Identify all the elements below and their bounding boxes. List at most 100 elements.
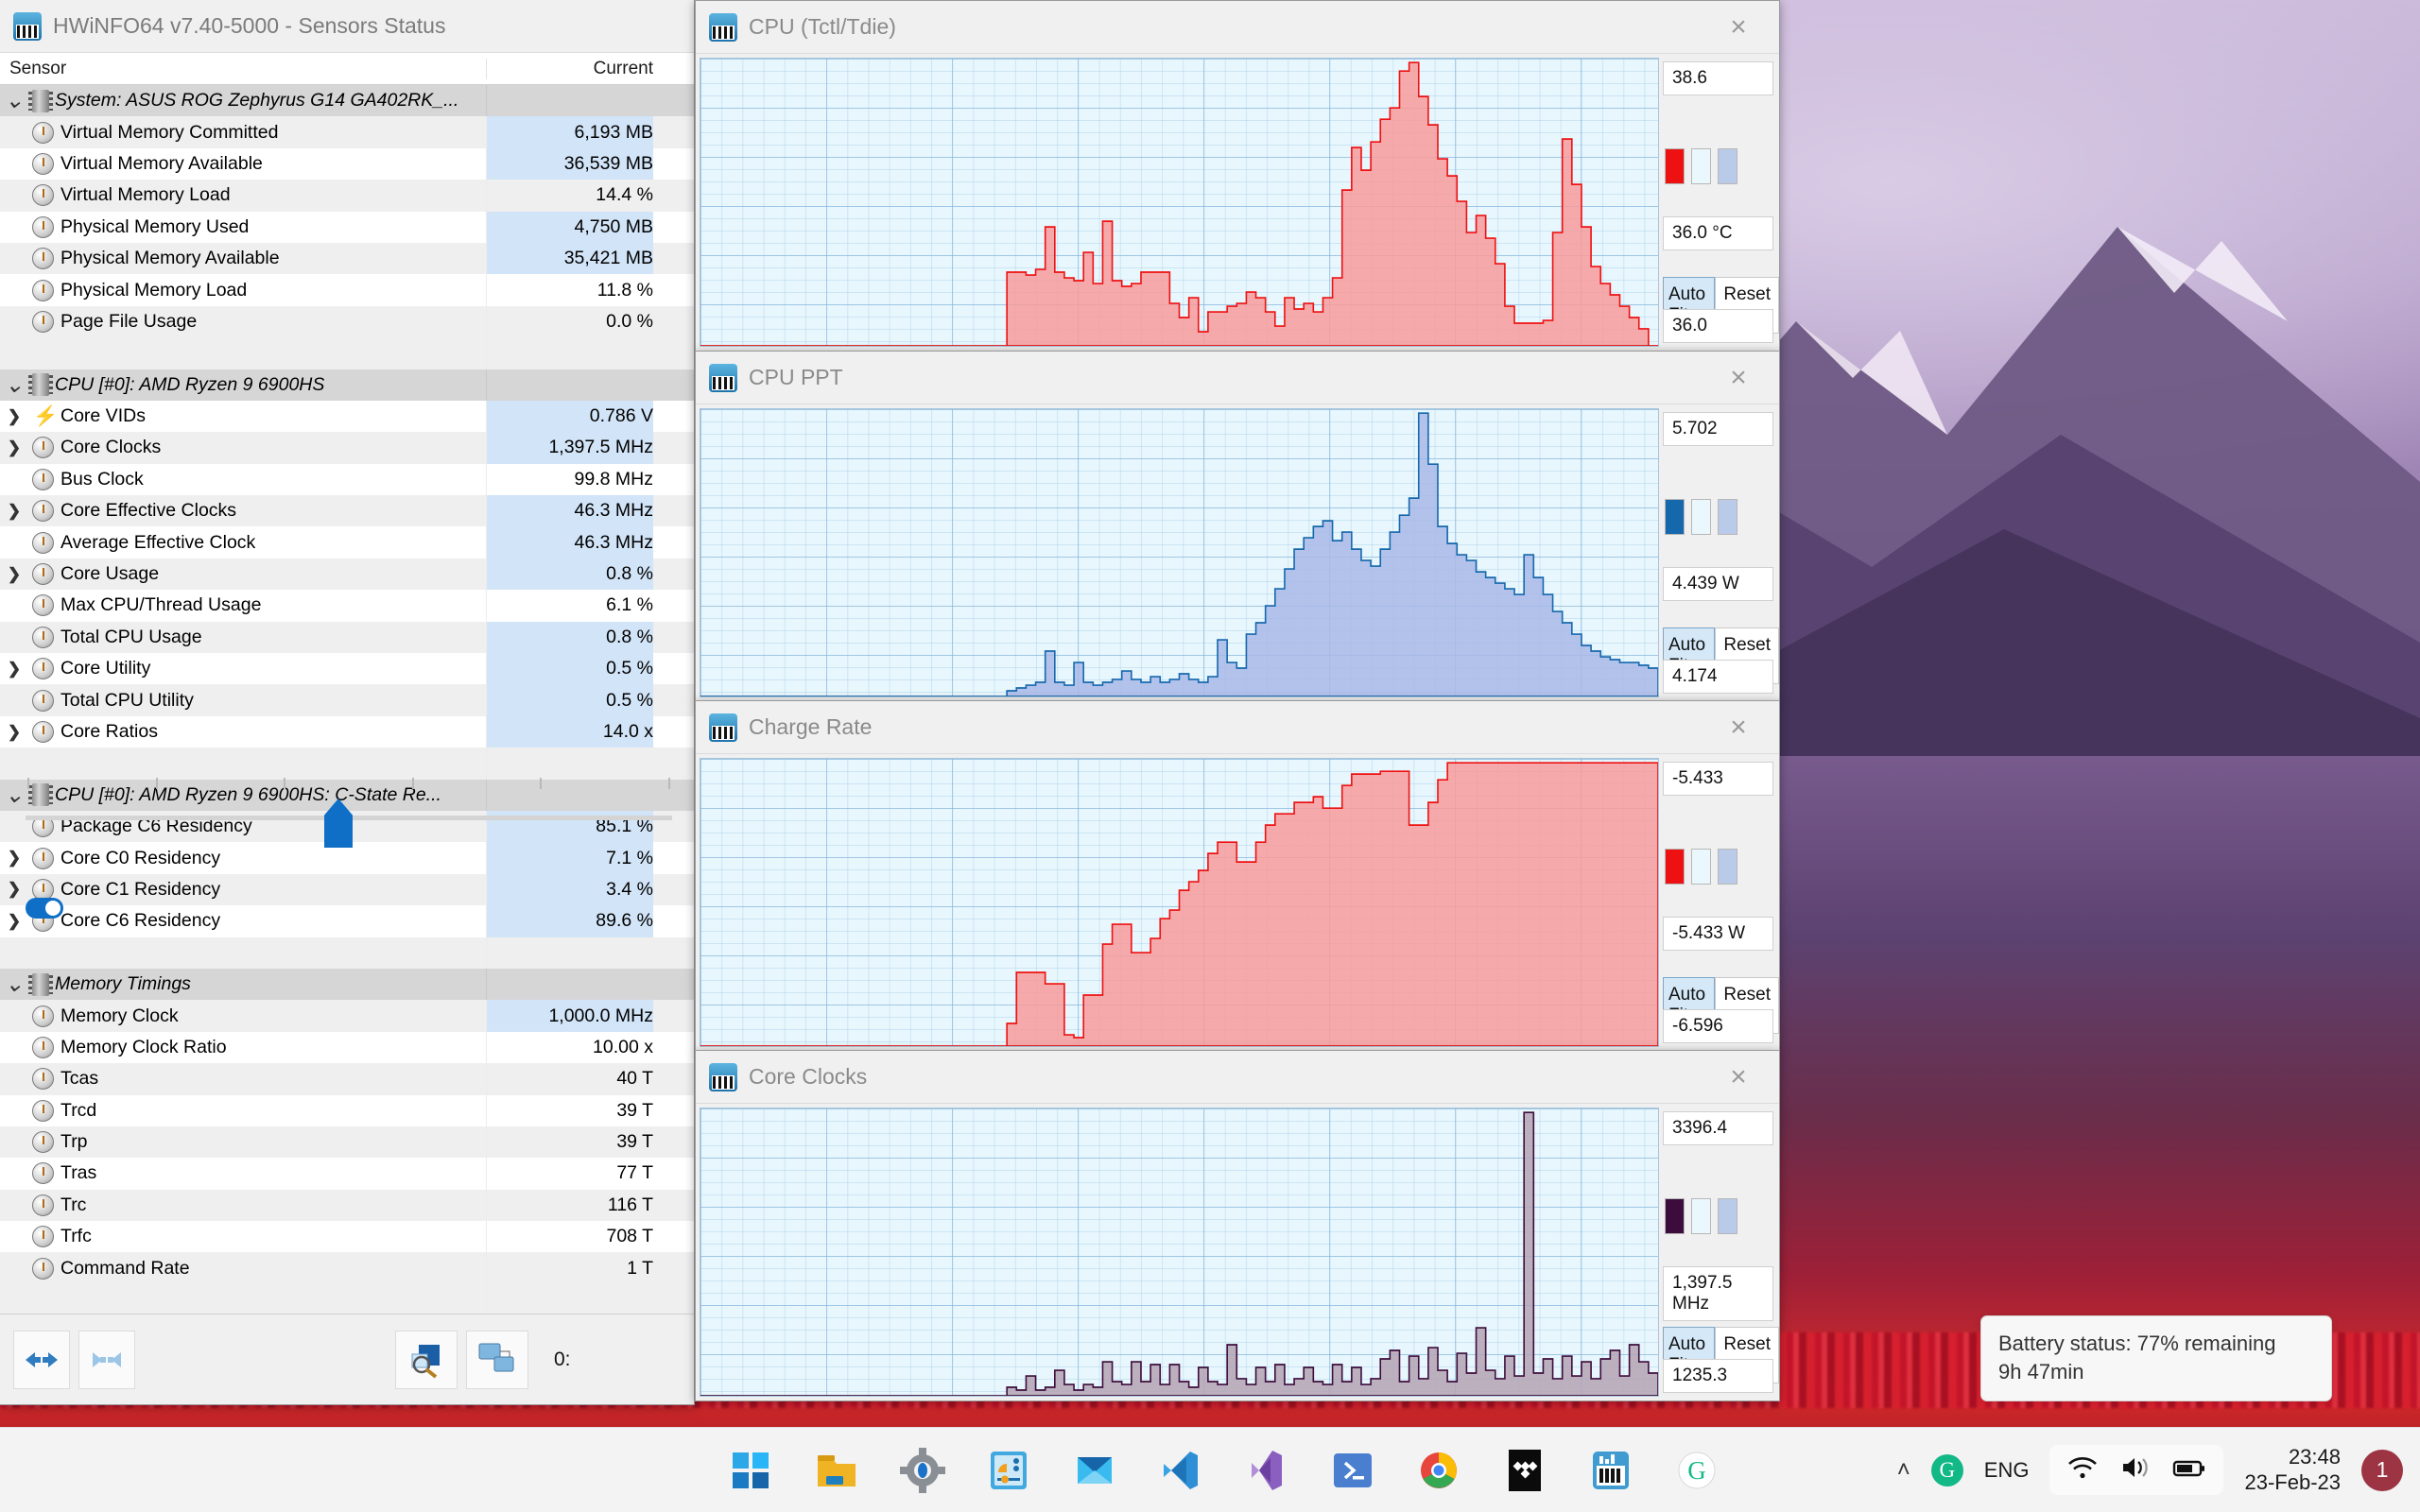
close-icon[interactable]: × <box>1730 1060 1747 1092</box>
quick-settings-group[interactable] <box>2049 1445 2224 1495</box>
swatch-grid-color[interactable] <box>1718 849 1737 885</box>
sensor-row[interactable]: Virtual Memory Available 36,539 MB <box>0 147 694 180</box>
hwinfo-toolbar[interactable]: 0: <box>0 1314 694 1404</box>
sensor-row[interactable]: Virtual Memory Load 14.4 % <box>0 180 694 212</box>
sensor-row[interactable]: Core C1 Residency 3.4 % <box>0 873 694 906</box>
sensor-row[interactable]: Total CPU Utility 0.5 % <box>0 684 694 716</box>
armoury-crate-icon[interactable] <box>986 1448 1031 1493</box>
settings-icon[interactable] <box>900 1447 945 1493</box>
swatch-grid-color[interactable] <box>1718 1198 1737 1234</box>
graph-plot-area[interactable] <box>700 1108 1659 1397</box>
chevron-right-icon[interactable] <box>0 565 28 584</box>
start-icon[interactable] <box>728 1448 773 1493</box>
taskbar-clock[interactable]: 23:48 23-Feb-23 <box>2244 1445 2341 1496</box>
swatch-line-color[interactable] <box>1665 499 1685 535</box>
hwinfo-icon[interactable] <box>1588 1448 1634 1493</box>
chevron-right-icon[interactable] <box>0 912 28 931</box>
swatch-line-color[interactable] <box>1665 849 1685 885</box>
sensor-group-row[interactable]: CPU [#0]: AMD Ryzen 9 6900HS: C-State Re… <box>0 779 694 811</box>
run-on-startup-toggle[interactable] <box>26 898 63 919</box>
file-explorer-icon[interactable] <box>814 1448 859 1493</box>
chevron-down-icon[interactable] <box>0 782 28 809</box>
visual-studio-icon[interactable] <box>1244 1448 1289 1493</box>
collapse-all-button[interactable] <box>78 1330 135 1389</box>
chevron-down-icon[interactable] <box>0 371 28 399</box>
graph-plot-area[interactable] <box>700 58 1659 347</box>
wifi-icon[interactable] <box>2066 1454 2099 1486</box>
sensor-row[interactable]: Memory Clock Ratio 10.00 x <box>0 1031 694 1064</box>
close-icon[interactable]: × <box>1730 361 1747 393</box>
sensor-group-row[interactable]: Memory Timings <box>0 968 694 1001</box>
sensor-row[interactable]: Tras 77 T <box>0 1158 694 1190</box>
sensor-row[interactable]: Trc 116 T <box>0 1189 694 1222</box>
sensor-row[interactable]: Average Effective Clock 46.3 MHz <box>0 526 694 558</box>
graph-color-swatches[interactable] <box>1665 1198 1737 1234</box>
sensor-row[interactable]: Tcas 40 T <box>0 1063 694 1095</box>
expand-collapse-button[interactable] <box>13 1330 70 1389</box>
sensor-group-row[interactable]: System: ASUS ROG Zephyrus G14 GA402RK_..… <box>0 85 694 117</box>
chevron-down-icon[interactable] <box>0 87 28 114</box>
swatch-grid-color[interactable] <box>1718 499 1737 535</box>
taskbar[interactable]: G ˄ G ENG 23:48 23-Feb-23 1 <box>0 1427 2420 1512</box>
swatch-background-color[interactable] <box>1691 1198 1711 1234</box>
sensor-row[interactable]: Core Ratios 14.0 x <box>0 715 694 748</box>
chevron-down-icon[interactable] <box>0 971 28 998</box>
language-indicator[interactable]: ENG <box>1983 1457 2030 1482</box>
column-header-sensor[interactable]: Sensor <box>0 58 488 79</box>
mail-icon[interactable] <box>1072 1448 1117 1493</box>
graph-plot-area[interactable] <box>700 408 1659 697</box>
snapshot-button[interactable] <box>395 1330 458 1389</box>
chevron-right-icon[interactable] <box>0 407 28 426</box>
graph-titlebar[interactable]: Charge Rate × <box>696 701 1779 754</box>
graph-titlebar[interactable]: CPU PPT × <box>696 352 1779 404</box>
sensor-row[interactable]: Core Clocks 1,397.5 MHz <box>0 432 694 464</box>
chevron-right-icon[interactable] <box>0 438 28 457</box>
sensor-row[interactable]: Core Effective Clocks 46.3 MHz <box>0 495 694 527</box>
volume-icon[interactable] <box>2119 1454 2152 1486</box>
sensor-row[interactable]: Page File Usage 0.0 % <box>0 305 694 338</box>
sensor-row[interactable]: Core C6 Residency 89.6 % <box>0 905 694 937</box>
chevron-right-icon[interactable] <box>0 660 28 679</box>
notification-badge[interactable]: 1 <box>2361 1449 2403 1491</box>
sensor-row[interactable]: Max CPU/Thread Usage 6.1 % <box>0 590 694 622</box>
tray-ghelper-icon[interactable]: G <box>1930 1453 1963 1486</box>
chevron-right-icon[interactable] <box>0 502 28 521</box>
close-icon[interactable]: × <box>1730 711 1747 743</box>
swatch-background-color[interactable] <box>1691 499 1711 535</box>
remote-monitor-button[interactable] <box>466 1330 528 1389</box>
graph-plot-area[interactable] <box>700 758 1659 1047</box>
tray-overflow-icon[interactable]: ˄ <box>1896 1456 1910 1483</box>
powershell-icon[interactable] <box>1330 1448 1375 1493</box>
graph-titlebar[interactable]: CPU (Tctl/Tdie) × <box>696 1 1779 54</box>
swatch-line-color[interactable] <box>1665 148 1685 184</box>
battery-charge-limit-slider[interactable] <box>26 778 672 865</box>
slider-thumb[interactable] <box>324 799 353 848</box>
chevron-right-icon[interactable] <box>0 849 28 868</box>
graph-color-swatches[interactable] <box>1665 849 1737 885</box>
swatch-background-color[interactable] <box>1691 148 1711 184</box>
graph-titlebar[interactable]: Core Clocks × <box>696 1051 1779 1104</box>
sensor-row[interactable]: Memory Clock 1,000.0 MHz <box>0 1000 694 1032</box>
sensor-row[interactable]: Core Utility 0.5 % <box>0 653 694 685</box>
sensor-row[interactable]: Trp 39 T <box>0 1125 694 1159</box>
hwinfo-window[interactable]: HWiNFO64 v7.40-5000 - Sensors Status Sen… <box>0 0 695 1405</box>
sensor-table[interactable]: System: ASUS ROG Zephyrus G14 GA402RK_..… <box>0 85 694 1349</box>
sensor-row[interactable]: Physical Memory Available 35,421 MB <box>0 242 694 275</box>
chrome-icon[interactable] <box>1416 1448 1461 1493</box>
graph-color-swatches[interactable] <box>1665 499 1737 535</box>
sensor-row[interactable]: Virtual Memory Committed 6,193 MB <box>0 116 694 148</box>
sensor-row[interactable]: Physical Memory Used 4,750 MB <box>0 211 694 243</box>
swatch-background-color[interactable] <box>1691 849 1711 885</box>
close-icon[interactable]: × <box>1730 10 1747 43</box>
chevron-right-icon[interactable] <box>0 723 28 742</box>
sensor-row[interactable]: Trfc 708 T <box>0 1221 694 1253</box>
graph-color-swatches[interactable] <box>1665 148 1737 184</box>
vs-code-icon[interactable] <box>1158 1448 1203 1493</box>
sensor-row[interactable]: Core C0 Residency 7.1 % <box>0 842 694 874</box>
swatch-grid-color[interactable] <box>1718 148 1737 184</box>
column-header-current[interactable]: Current <box>593 58 653 78</box>
